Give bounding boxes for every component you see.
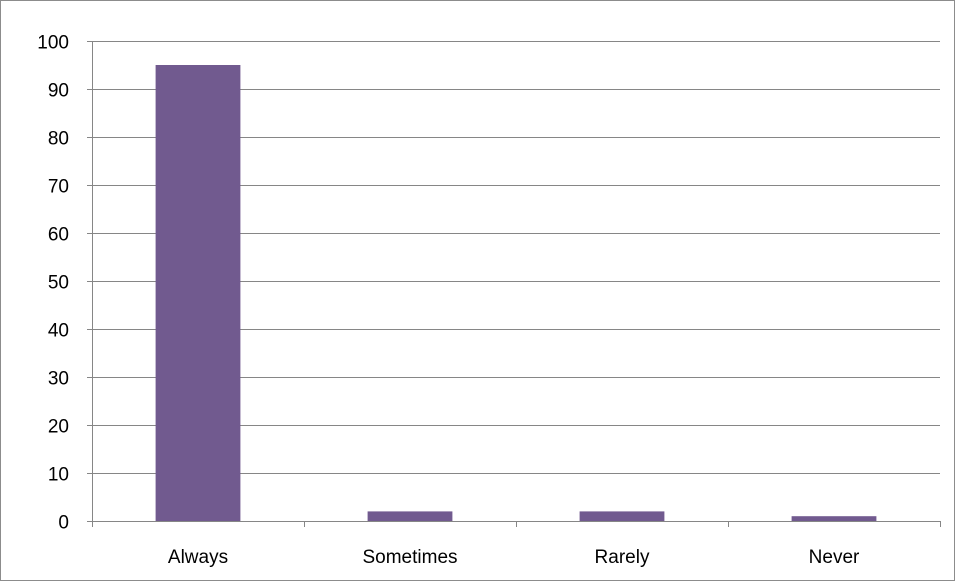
bar-always [155, 65, 241, 521]
bar-sometimes [367, 511, 453, 521]
bar-rarely [579, 511, 665, 521]
y-tick-label: 0 [58, 513, 69, 534]
bars [155, 65, 877, 521]
y-tick-labels: 0 10 20 30 40 50 60 70 80 90 100 [37, 33, 69, 534]
y-tick-label: 20 [48, 417, 69, 438]
x-tick-label: Sometimes [362, 547, 457, 568]
y-tick-label: 90 [48, 81, 69, 102]
y-tick-label: 50 [48, 273, 69, 294]
axes [87, 41, 941, 527]
x-tick-label: Never [809, 547, 860, 568]
y-tick-label: 70 [48, 177, 69, 198]
bar-never [791, 516, 877, 521]
y-tick-label: 10 [48, 465, 69, 486]
x-tick-label: Rarely [595, 547, 650, 568]
y-tick-label: 40 [48, 321, 69, 342]
y-tick-label: 60 [48, 225, 69, 246]
y-tick-label: 100 [37, 33, 69, 54]
y-tick-label: 30 [48, 369, 69, 390]
x-tick-label: Always [168, 547, 228, 568]
x-tick-labels: Always Sometimes Rarely Never [168, 547, 860, 568]
y-tick-label: 80 [48, 129, 69, 150]
